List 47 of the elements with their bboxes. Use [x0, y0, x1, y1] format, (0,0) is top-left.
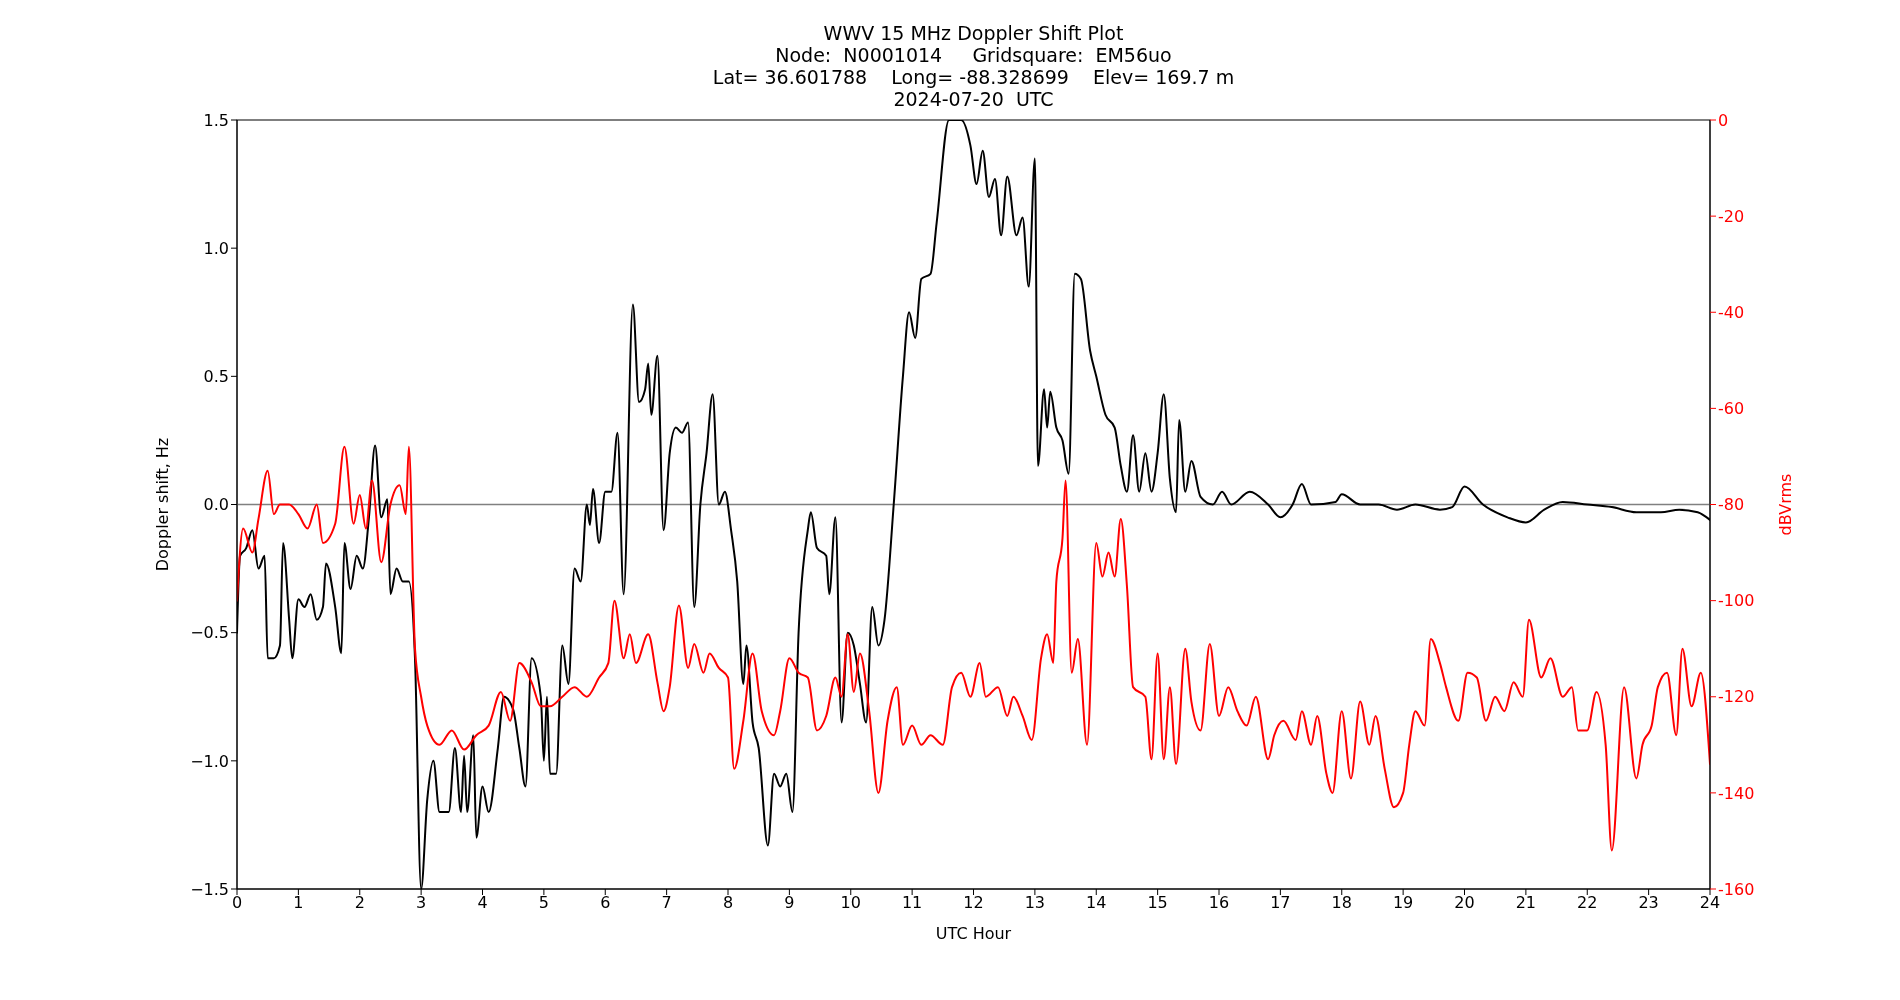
x-tick-label: 11: [901, 893, 923, 913]
x-tick-label: 13: [1024, 893, 1046, 913]
chart-title: WWV 15 MHz Doppler Shift Plot: [822, 22, 1125, 44]
y-tick-label: 0.5: [203, 367, 229, 387]
x-tick-label: 23: [1638, 893, 1659, 913]
y2-tick-label: -60: [1718, 399, 1745, 419]
x-tick-label: 19: [1392, 893, 1414, 913]
x-tick-label: 6: [600, 893, 611, 913]
y2-tick-label: -40: [1718, 302, 1745, 322]
x-tick-label: 24: [1699, 893, 1721, 913]
x-tick-label: 15: [1147, 893, 1168, 913]
x-tick-label: 7: [661, 893, 672, 913]
x-tick-label: 20: [1454, 893, 1475, 913]
x-tick-label: 17: [1270, 893, 1291, 913]
y-tick-label: 0.0: [203, 495, 229, 515]
y2-tick-label: -80: [1718, 495, 1745, 515]
x-tick-label: 14: [1086, 893, 1107, 913]
x-tick-label: 5: [538, 893, 549, 913]
y2-tick-label: -120: [1718, 687, 1755, 707]
x-axis-title: UTC Hour: [935, 924, 1012, 943]
x-tick-label: 22: [1577, 893, 1598, 913]
y2-axis-title: dBVrms: [1775, 473, 1795, 536]
chart-subtitle: Node: N0001014 Gridsquare: EM56uo Lat= 36.601788 Long= -88.328699 Elev= 169.7 m 2024-07-20 UTC: [711, 44, 1236, 110]
y-tick-label: −0.5: [190, 623, 229, 643]
x-tick-label: 4: [477, 893, 488, 913]
x-tick-label: 1: [293, 893, 304, 913]
x-tick-label: 9: [784, 893, 795, 913]
y2-tick-label: -140: [1718, 783, 1755, 803]
x-tick-label: 10: [840, 893, 861, 913]
x-tick-label: 16: [1208, 893, 1230, 913]
x-tick-label: 8: [722, 893, 734, 913]
y2-tick-label: -160: [1718, 879, 1755, 899]
line-series: [237, 445, 1710, 852]
y-tick-label: −1.0: [190, 751, 229, 771]
y2-tick-label: -100: [1718, 591, 1755, 611]
x-tick-label: 3: [416, 893, 427, 913]
x-tick-label: 2: [354, 893, 365, 913]
y-tick-label: 1.0: [203, 238, 229, 258]
x-tick-label: 12: [963, 893, 984, 913]
x-tick-label: 21: [1515, 893, 1537, 913]
y2-tick-label: -20: [1718, 206, 1745, 226]
x-tick-label: 0: [231, 893, 243, 913]
y2-tick-label: 0: [1718, 110, 1729, 130]
y-axis-title: Doppler shift, Hz: [152, 437, 172, 572]
x-tick-label: 18: [1331, 893, 1352, 913]
y-tick-label: −1.5: [190, 879, 229, 899]
y-tick-label: 1.5: [203, 110, 229, 130]
